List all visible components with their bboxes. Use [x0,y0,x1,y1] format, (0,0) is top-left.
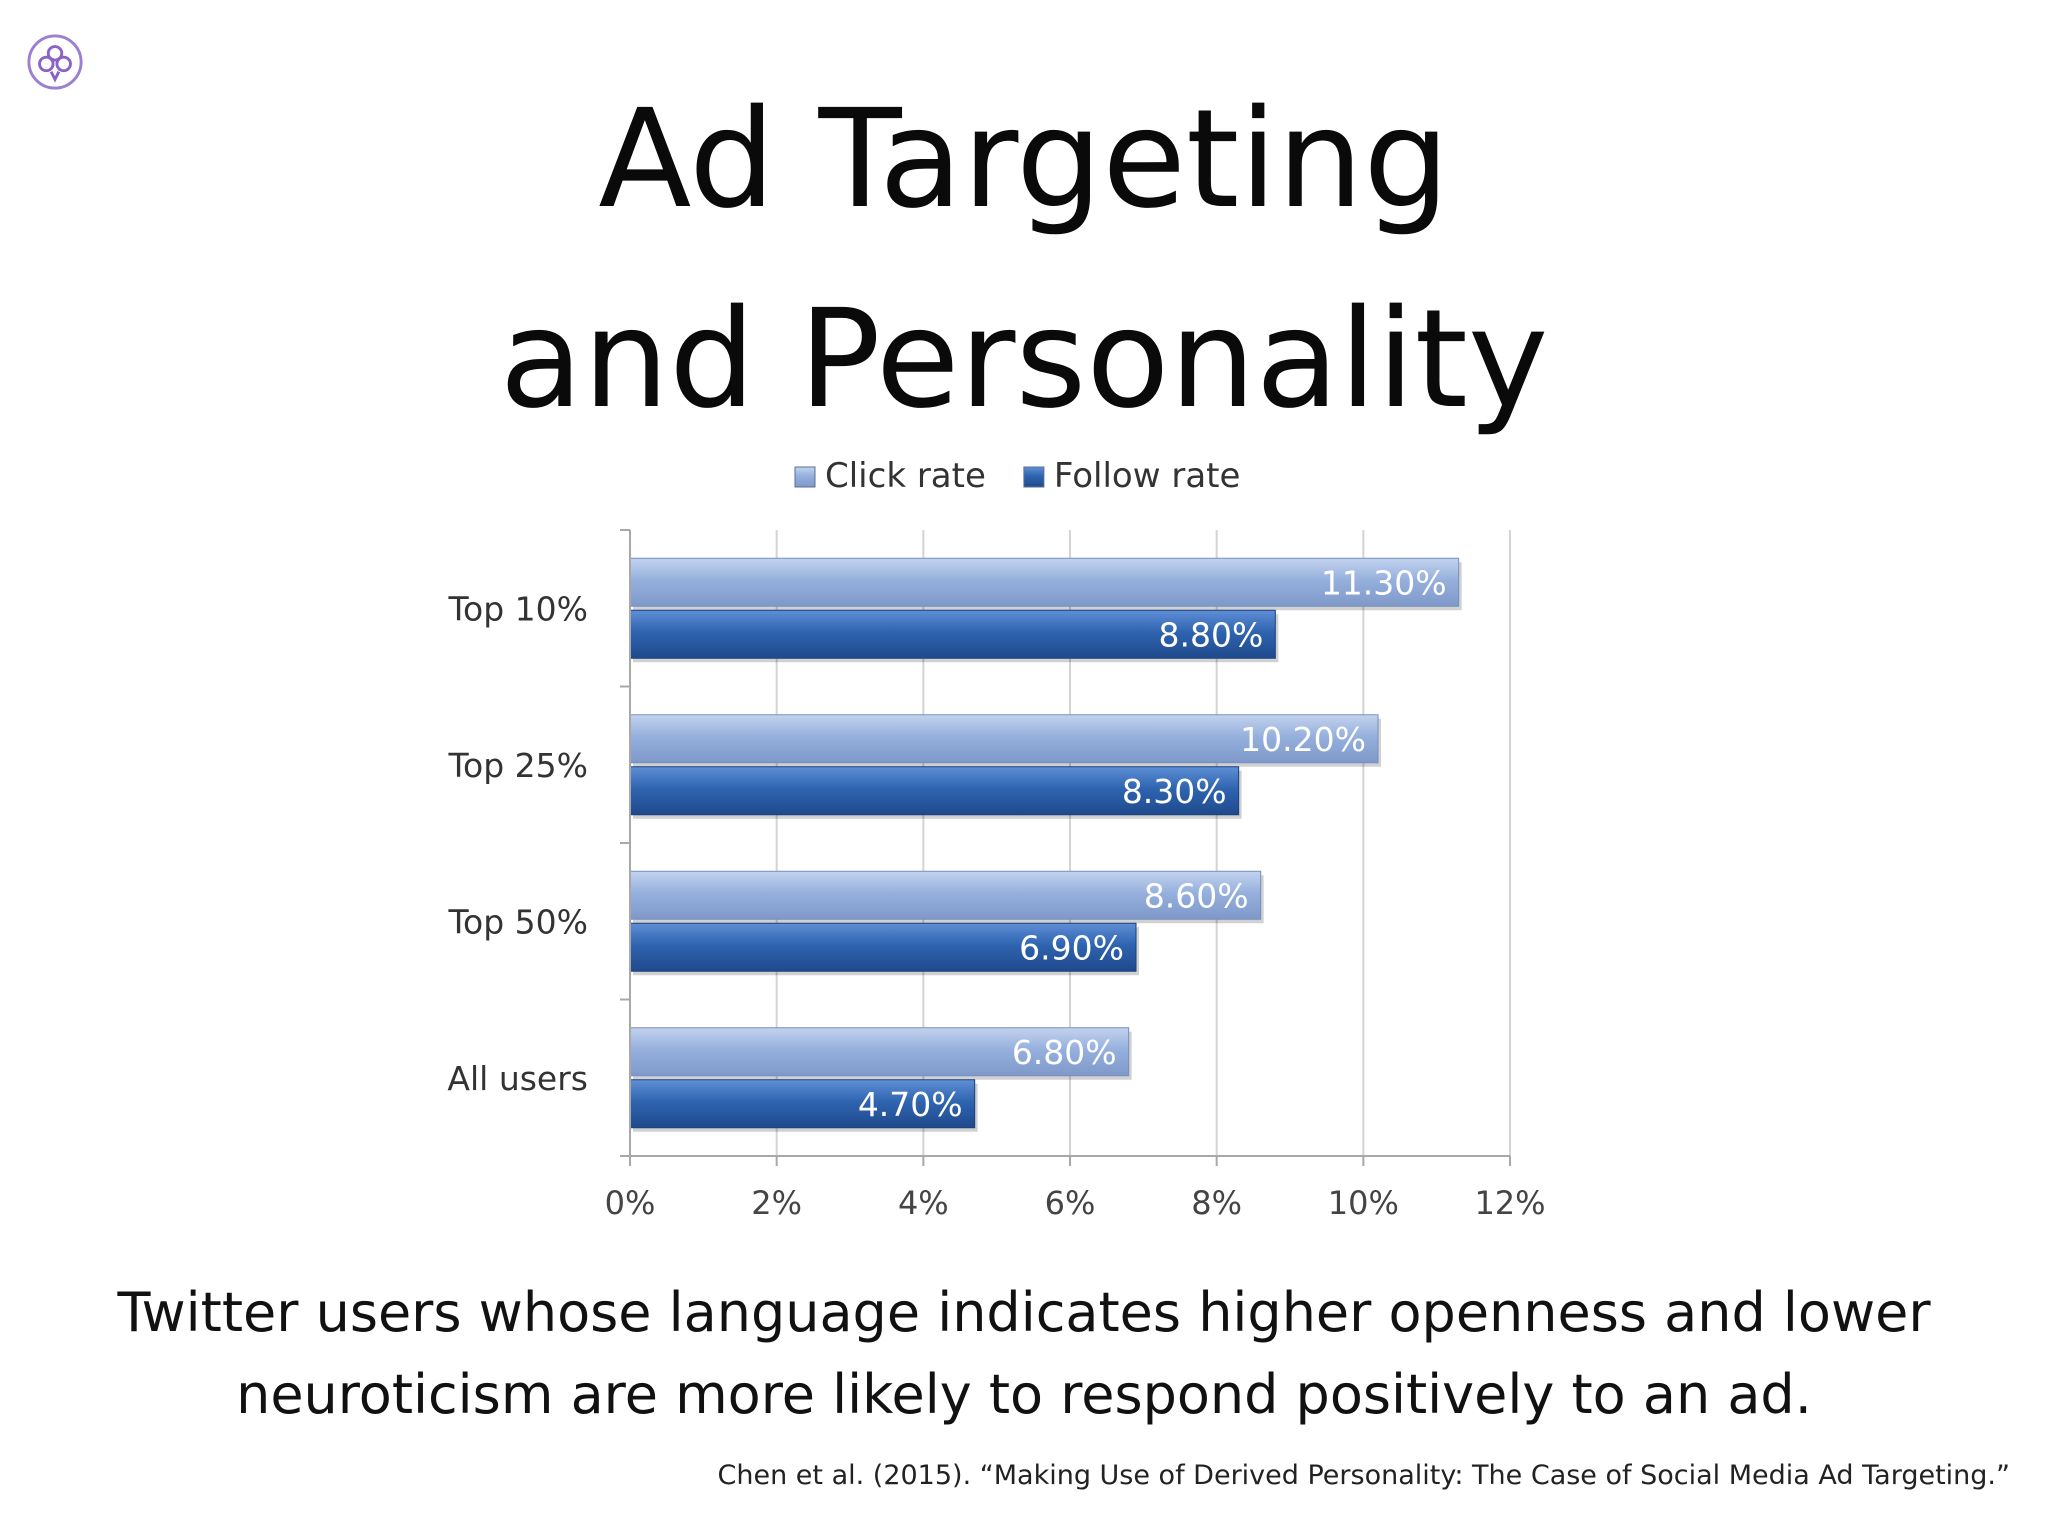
bar-follow-rate [629,766,1240,816]
bar-value-label: 6.80% [1012,1033,1117,1072]
bar-chart: Click rate Follow rate 11.30% 8.80% 10.20% 8… [447,456,1546,1220]
bar-value-label: 8.30% [1122,772,1227,811]
title-line-2: and Personality [499,281,1549,439]
bar-follow-rate [629,609,1276,659]
bar-value-label: 11.30% [1321,563,1447,602]
legend-swatch-1 [794,466,816,488]
x-tick-label: 8% [1191,1184,1242,1220]
x-tick-label: 12% [1474,1184,1545,1220]
x-tick-label: 10% [1328,1184,1399,1220]
legend-label-1: Click rate [825,456,986,496]
bar-follow-rate [629,1079,976,1129]
bar-value-label: 8.80% [1158,615,1263,654]
y-category-label: Top 25% [447,746,588,785]
bar-click-rate [629,1027,1130,1077]
bar-value-label: 10.20% [1240,720,1366,759]
citation: Chen et al. (2015). “Making Use of Deriv… [717,1460,2010,1491]
y-category-label: Top 50% [447,902,588,941]
bar-value-label: 8.60% [1144,876,1249,915]
slide-caption: Twitter users whose language indicates h… [0,1272,2048,1436]
x-tick-label: 0% [605,1184,656,1220]
bar-follow-rate [629,922,1137,972]
legend-label-2: Follow rate [1054,456,1241,496]
bar-value-label: 4.70% [858,1085,963,1124]
title-line-1: Ad Targeting [598,81,1450,239]
chart-bars: 11.30% 8.80% 10.20% 8.30% 8.60% 6.90% 6.80% 4.7… [629,557,1462,1132]
bar-click-rate [629,714,1379,764]
legend-swatch-2 [1023,466,1045,488]
chart-axes: 0% 2% 4% 6% 8% 10% 12% Top 10% Top 25% Top 50% All… [447,529,1546,1220]
bar-click-rate [629,870,1262,920]
chart-legend: Click rate Follow rate [794,456,1241,496]
caption-line-2: neuroticism are more likely to respond p… [236,1363,1812,1426]
bar-value-label: 6.90% [1019,928,1124,967]
bar-click-rate [629,557,1460,607]
x-tick-label: 2% [751,1184,802,1220]
y-category-label: All users [447,1059,588,1098]
x-tick-label: 4% [898,1184,949,1220]
caption-line-1: Twitter users whose language indicates h… [117,1281,1931,1344]
y-category-label: Top 10% [447,589,588,628]
trefoil-logo-icon [27,34,83,90]
slide-title: Ad Targeting and Personality [0,60,2048,460]
x-tick-label: 6% [1045,1184,1096,1220]
